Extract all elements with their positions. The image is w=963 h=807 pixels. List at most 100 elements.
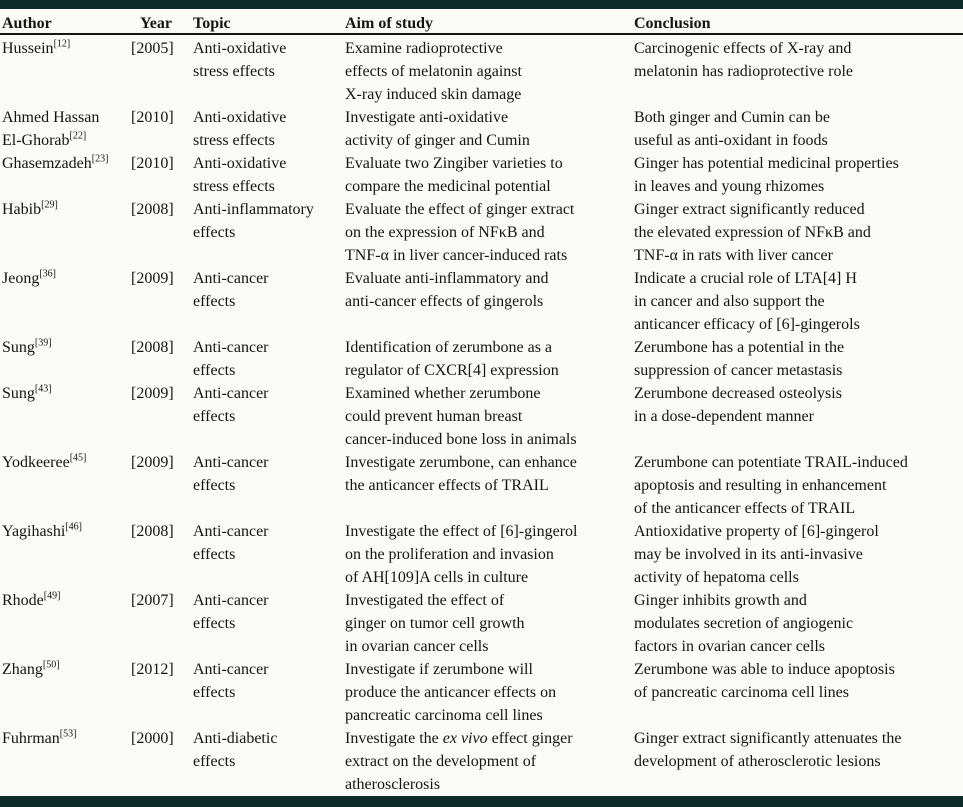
reference-superscript: [46] [65,521,82,533]
reference-superscript: [22] [69,130,87,142]
year-cell: [2005] [131,40,174,57]
conclusion-cell: Antioxidative property of [6]-gingerol m… [634,523,879,586]
reference-superscript: [45] [69,452,87,464]
year-cell: [2008] [131,339,174,356]
aim-text-italic: ex vivo [442,730,488,747]
author-cell: Sung[43] [0,382,131,451]
year-cell: [2007] [131,592,174,609]
table-row: Sung[39] [2008] Anti-cancer effects Iden… [0,336,963,382]
author-name: Sung [2,339,35,356]
reference-superscript: [53] [59,728,77,740]
conclusion-cell: Both ginger and Cumin can be useful as a… [634,109,830,149]
table-row: Jeong[36] [2009] Anti-cancer effects Eva… [0,267,963,336]
year-cell: [2000] [131,730,174,747]
author-name: Yodkeeree [2,454,70,471]
topic-cell: Anti-cancer effects [193,592,269,632]
table-row: Ghasemzadeh[23] [2010] Anti-oxidative st… [0,152,963,198]
author-cell: Ahmed Hassan El-Ghorab[22] [0,106,131,152]
author-name: Jeong [2,270,40,287]
column-header-conclusion: Conclusion [634,15,711,32]
year-cell: [2009] [131,270,174,287]
aim-text-prefix: Investigate the [345,730,443,747]
author-name: Ahmed Hassan El-Ghorab [2,109,100,149]
author-cell: Yagihashi[46] [0,520,131,589]
topic-cell: Anti-cancer effects [193,270,269,310]
topic-cell: Anti-diabetic effects [193,730,278,770]
conclusion-cell: Ginger extract significantly attenuates … [634,730,902,770]
reference-superscript: [50] [42,659,60,671]
year-cell: [2010] [131,155,174,172]
conclusion-cell: Ginger inhibits growth and modulates sec… [634,592,854,655]
table-row: Zhang[50] [2012] Anti-cancer effects Inv… [0,658,963,727]
conclusion-cell: Zerumbone has a potential in the suppres… [634,339,845,379]
table-row: Fuhrman[53] [2000] Anti-diabetic effects… [0,727,963,796]
topic-cell: Anti-cancer effects [193,339,269,379]
year-cell: [2010] [131,109,174,126]
year-cell: [2008] [131,201,174,218]
aim-cell: Investigate zerumbone, can enhance the a… [345,454,577,494]
aim-cell: Investigate the effect of [6]-gingerol o… [345,523,578,586]
author-cell: Fuhrman[53] [0,727,131,796]
column-header-year: Year [140,15,172,32]
reference-superscript: [39] [34,337,52,349]
table-row: Yodkeeree[45] [2009] Anti-cancer effects… [0,451,963,520]
column-header-topic: Topic [193,15,231,32]
column-header-aim: Aim of study [345,15,434,32]
table-row: Sung[43] [2009] Anti-cancer effects Exam… [0,382,963,451]
topic-cell: Anti-cancer effects [193,385,269,425]
conclusion-cell: Zerumbone decreased osteolysis in a dose… [634,385,842,425]
author-cell: Yodkeeree[45] [0,451,131,520]
aim-cell: Investigated the effect of ginger on tum… [345,592,525,655]
table-row: Ahmed Hassan El-Ghorab[22] [2010] Anti-o… [0,106,963,152]
topic-cell: Anti-cancer effects [193,454,269,494]
reference-superscript: [29] [41,199,58,211]
author-name: Yagihashi [2,523,66,540]
aim-cell: Investigate anti-oxidative activity of g… [345,109,530,149]
author-cell: Sung[39] [0,336,131,382]
author-name: Sung [2,385,35,402]
table-row: Hussein[12] [2005] Anti-oxidative stress… [0,37,963,106]
table-row: Yagihashi[46] [2008] Anti-cancer effects… [0,520,963,589]
year-cell: [2008] [131,523,174,540]
aim-cell: Evaluate anti-inflammatory and anti-canc… [345,270,549,310]
aim-cell: Examine radioprotective effects of melat… [345,40,522,103]
column-header-author: Author [2,15,52,32]
topic-cell: Anti-inflammatory effects [193,201,314,241]
reference-superscript: [12] [53,38,71,50]
conclusion-cell: Indicate a crucial role of LTA[4] H in c… [634,270,860,333]
topic-cell: Anti-oxidative stress effects [193,40,287,80]
author-cell: Rhode[49] [0,589,131,658]
author-cell: Hussein[12] [0,37,131,106]
conclusion-cell: Carcinogenic effects of X-ray and melato… [634,40,854,80]
author-name: Ghasemzadeh [2,155,92,172]
conclusion-cell: Zerumbone can potentiate TRAIL-induced a… [634,454,908,517]
author-cell: Habib[29] [0,198,131,267]
topic-cell: Anti-oxidative stress effects [193,155,287,195]
author-cell: Zhang[50] [0,658,131,727]
author-cell: Jeong[36] [0,267,131,336]
year-cell: [2012] [131,661,174,678]
table-row: Habib[29] [2008] Anti-inflammatory effec… [0,198,963,267]
reference-superscript: [23] [91,153,109,165]
table-body: Hussein[12] [2005] Anti-oxidative stress… [0,35,963,796]
author-name: Habib [2,201,42,218]
year-cell: [2009] [131,385,174,402]
conclusion-cell: Ginger has potential medicinal propertie… [634,155,899,195]
year-cell: [2009] [131,454,174,471]
aim-cell: Investigate the ex vivo effect ginger ex… [345,727,634,796]
reference-superscript: [36] [39,268,56,280]
table-top-border [0,0,963,9]
aim-cell: Evaluate the effect of ginger extract on… [345,201,575,264]
table-bottom-border [0,796,963,807]
table-row: Rhode[49] [2007] Anti-cancer effects Inv… [0,589,963,658]
aim-text-suffix: effect ginger extract on the development… [345,730,573,793]
aim-cell: Identification of zerumbone as a regulat… [345,339,559,379]
aim-cell: Examined whether zerumbone could prevent… [345,385,577,448]
table-header-row: Author Year Topic Aim of study Conclusio… [0,9,963,35]
topic-cell: Anti-oxidative stress effects [193,109,287,149]
conclusion-cell: Ginger extract significantly reduced the… [634,201,871,264]
aim-cell: Investigate if zerumbone will produce th… [345,661,557,724]
author-name: Hussein [2,40,54,57]
reference-superscript: [43] [34,383,52,395]
